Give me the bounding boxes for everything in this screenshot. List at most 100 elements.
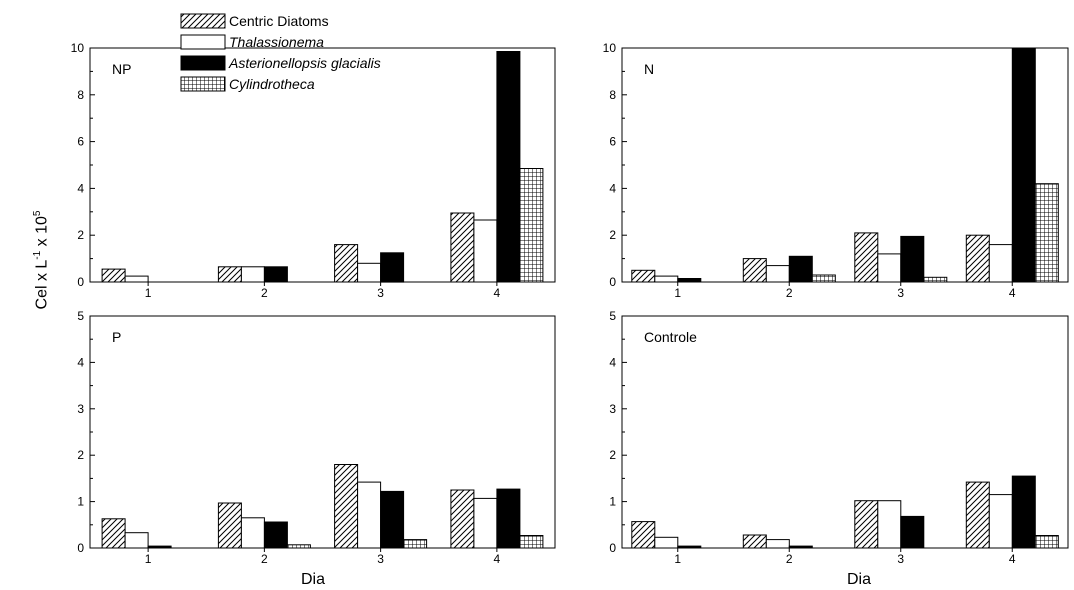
y-tick-label: 4 (609, 355, 616, 369)
bar-p-s1-day3 (334, 464, 359, 549)
bar-n-s4-day3 (923, 276, 948, 283)
bar-controle-s2-day4 (988, 494, 1013, 549)
y-tick-label: 3 (77, 402, 84, 416)
bar-np-s4-day4 (519, 168, 544, 283)
bar-controle-s1-day4 (965, 481, 990, 549)
x-tick-label: 1 (145, 552, 152, 566)
bar-n-s3-day2 (788, 255, 813, 283)
bar-n-s1-day4 (965, 234, 990, 283)
panel-controle: 0 1 2 3 4 5 1 2 3 4 Controle (609, 309, 1069, 566)
bar-p-s2-day4 (473, 497, 498, 549)
bar-n-s1-day1 (631, 269, 656, 283)
y-axis-title-exp2: 5 (32, 210, 43, 217)
bar-p-s3-day2 (263, 521, 288, 549)
x-tick-label: 4 (1009, 286, 1016, 300)
x-tick-label: 1 (145, 286, 152, 300)
y-tick-label: 4 (77, 181, 84, 195)
x-tick-label: 4 (494, 286, 501, 300)
y-axis-title: Cel x L-1 x 105 (26, 160, 50, 360)
panel-p: 0 1 2 3 4 5 1 2 3 4 P (77, 309, 556, 566)
bar-n-s1-day3 (854, 232, 879, 283)
bar-p-s3-day4 (496, 488, 521, 549)
bar-controle-s1-day3 (854, 500, 879, 549)
bar-p-s2-day3 (357, 481, 382, 549)
y-tick-label: 8 (609, 88, 616, 102)
bar-p-s1-day1 (101, 518, 126, 549)
bar-p-s1-day2 (217, 502, 242, 549)
bar-controle-s2-day3 (877, 500, 902, 549)
y-tick-label: 2 (609, 228, 616, 242)
x-tick-label: 3 (897, 286, 904, 300)
bar-controle-s3-day4 (1011, 475, 1036, 549)
bar-p-s4-day4 (519, 535, 544, 549)
legend-swatch-4 (180, 76, 226, 92)
panel-label: P (112, 329, 121, 345)
bar-n-s2-day4 (988, 244, 1013, 283)
bar-np-s1-day2 (217, 266, 242, 283)
bar-n-s4-day4 (1034, 183, 1059, 283)
panel-label: N (644, 61, 654, 77)
bar-n-s4-day2 (811, 274, 836, 283)
y-tick-label: 5 (77, 309, 84, 323)
x-tick-label: 1 (674, 552, 681, 566)
x-tick-label: 2 (261, 286, 268, 300)
x-tick-label: 4 (1009, 552, 1016, 566)
legend: Centric Diatoms Thalassionema Asterionello… (180, 13, 381, 92)
x-tick-label: 2 (261, 552, 268, 566)
bar-controle-s1-day1 (631, 521, 656, 549)
bar-n-s3-day3 (900, 235, 925, 283)
bar-np-s1-day4 (450, 212, 475, 283)
bar-p-s1-day4 (450, 489, 475, 549)
y-tick-label: 0 (77, 541, 84, 555)
y-tick-label: 4 (609, 181, 616, 195)
legend-swatch-2 (180, 34, 226, 50)
y-tick-label: 10 (603, 41, 617, 55)
x-tick-label: 3 (377, 552, 384, 566)
bar-np-s1-day1 (101, 268, 126, 283)
bar-np-s2-day2 (240, 266, 265, 283)
bar-np-s2-day1 (124, 275, 149, 283)
y-tick-label: 4 (77, 355, 84, 369)
bar-np-s2-day4 (473, 219, 498, 283)
bar-np-s1-day3 (334, 244, 359, 283)
bar-p-s2-day1 (124, 532, 149, 549)
bar-controle-s2-day2 (765, 539, 790, 549)
panel-label: NP (112, 61, 131, 77)
x-tick-label: 1 (674, 286, 681, 300)
y-tick-label: 6 (609, 135, 616, 149)
y-tick-label: 2 (77, 228, 84, 242)
y-tick-label: 1 (77, 495, 84, 509)
x-axis-title-left: Dia (301, 571, 325, 588)
y-tick-label: 10 (71, 41, 85, 55)
bar-np-s3-day2 (263, 266, 288, 283)
bar-p-s2-day2 (240, 517, 265, 549)
y-tick-label: 1 (609, 495, 616, 509)
legend-label-1: Centric Diatoms (229, 13, 329, 29)
x-axis-title-right: Dia (847, 571, 871, 588)
y-tick-label: 2 (609, 448, 616, 462)
y-tick-label: 2 (77, 448, 84, 462)
x-tick-label: 3 (377, 286, 384, 300)
legend-swatch-3 (180, 55, 226, 71)
bar-n-s3-day4 (1011, 47, 1036, 283)
y-tick-label: 6 (77, 135, 84, 149)
y-tick-label: 0 (609, 541, 616, 555)
bar-np-s3-day4 (496, 51, 521, 283)
bar-np-s2-day3 (357, 262, 382, 283)
legend-label-2: Thalassionema (229, 34, 324, 50)
y-tick-label: 5 (609, 309, 616, 323)
y-axis-title-text2: x 10 (33, 216, 51, 251)
y-axis-title-exp1: -1 (32, 250, 43, 260)
y-axis-title-text: Cel x L (33, 259, 51, 310)
bar-n-s2-day3 (877, 253, 902, 283)
y-tick-label: 8 (77, 88, 84, 102)
bar-controle-s3-day3 (900, 515, 925, 549)
bar-n-s1-day2 (742, 258, 767, 283)
bar-controle-s1-day2 (742, 534, 767, 549)
legend-label-4: Cylindrotheca (229, 76, 315, 92)
legend-swatch-1 (180, 13, 226, 29)
bar-p-s3-day3 (380, 490, 405, 549)
